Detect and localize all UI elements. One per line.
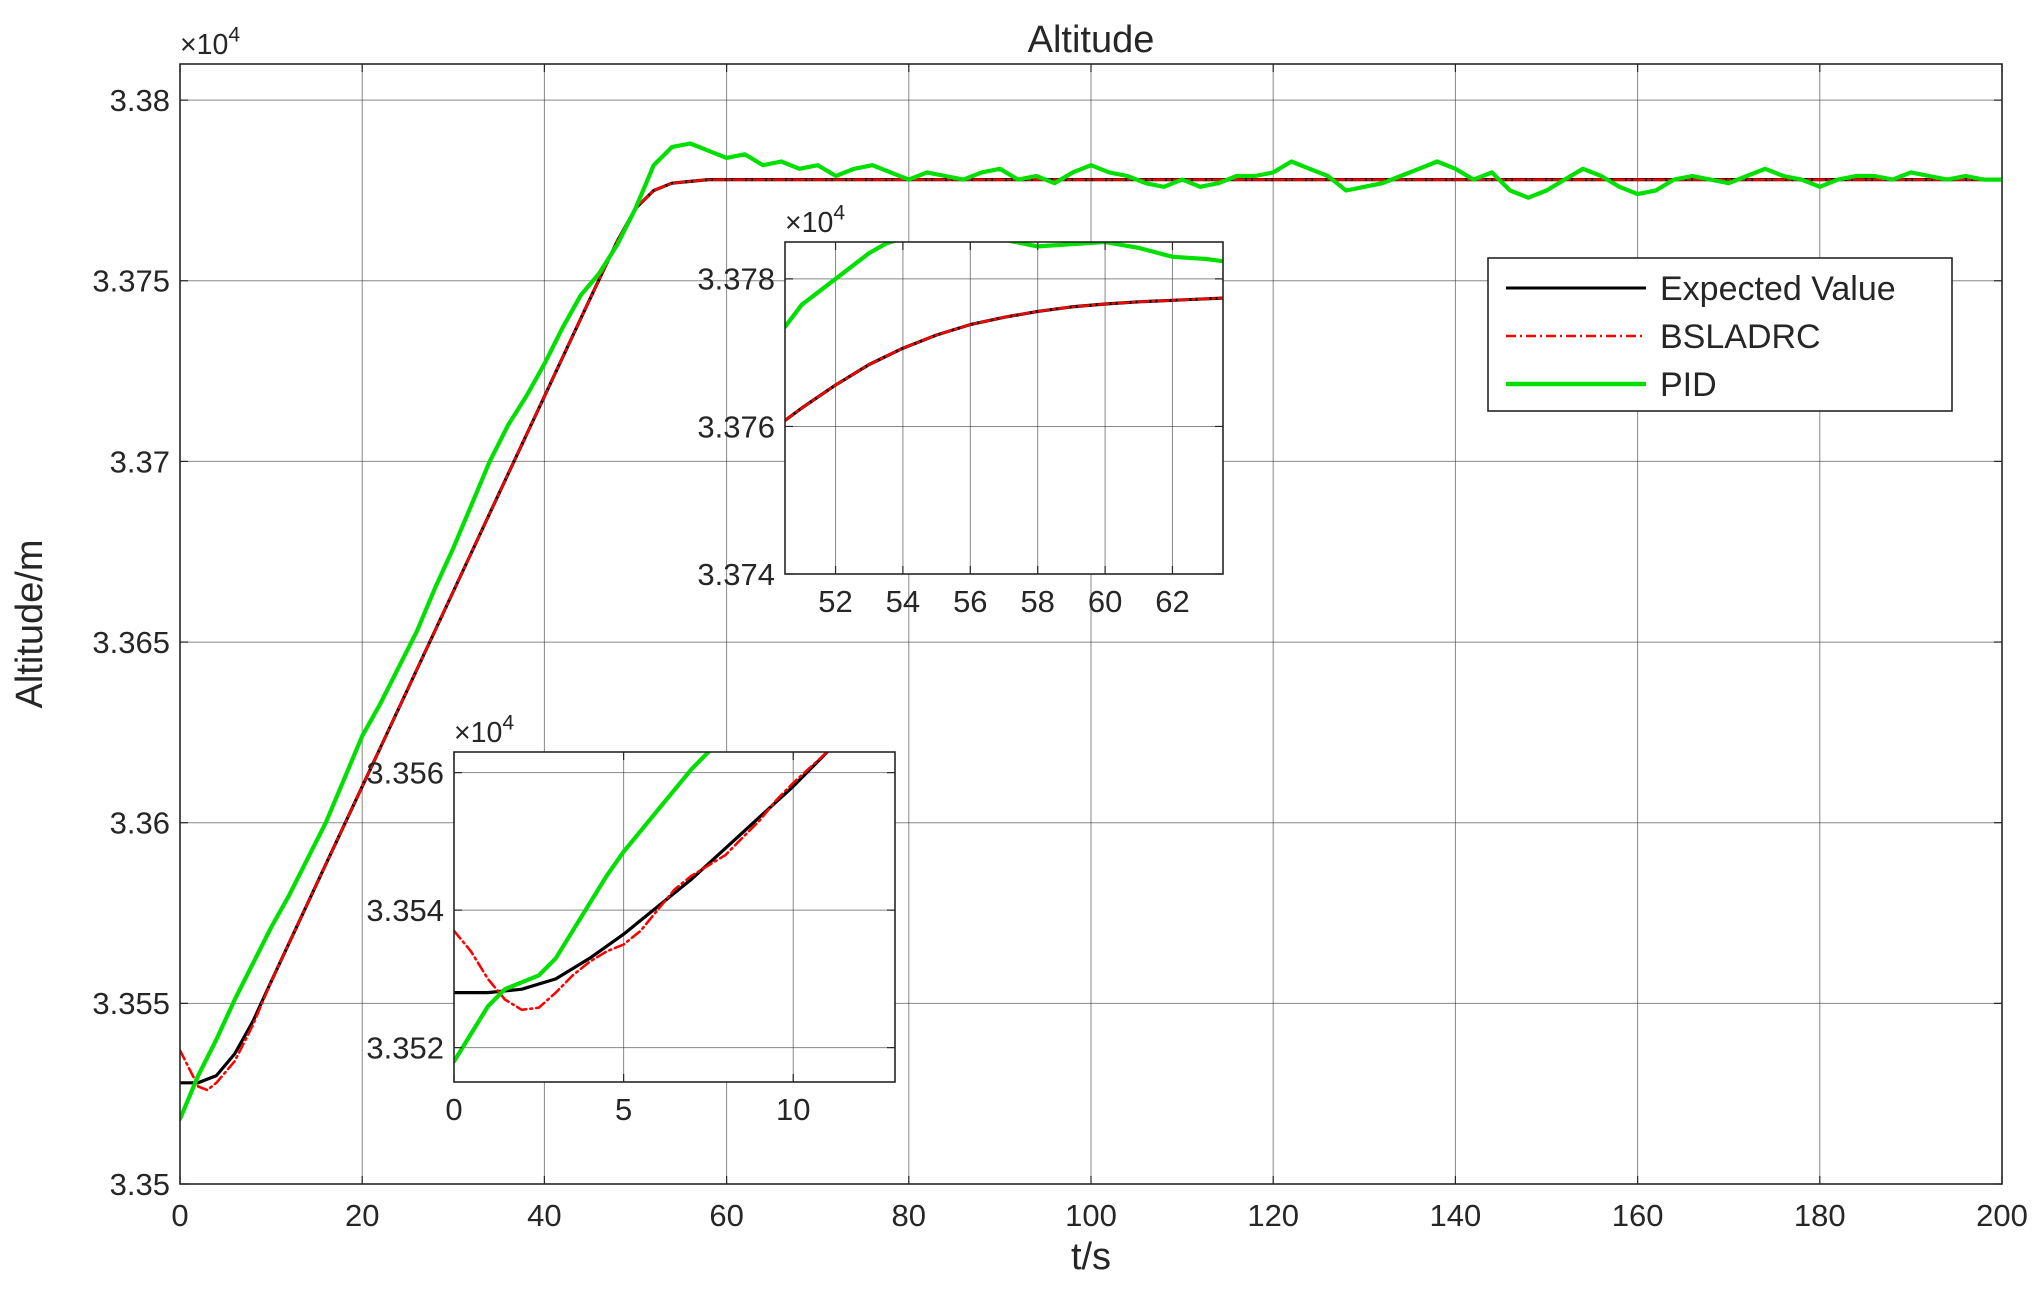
axis-exponent-power: 4 <box>502 712 514 735</box>
y-tick-label: 3.352 <box>366 1030 444 1065</box>
x-tick-label: 58 <box>1020 584 1054 619</box>
series-line-pid <box>180 141 2002 1122</box>
legend-entry-label: Expected Value <box>1660 270 1896 308</box>
x-axis-label: t/s <box>1071 1236 1111 1278</box>
x-tick-label: 120 <box>1247 1198 1299 1233</box>
series-line-bsladrc <box>785 296 1223 422</box>
y-tick-label: 3.354 <box>366 893 444 928</box>
x-tick-label: 40 <box>527 1198 561 1233</box>
x-tick-label: 52 <box>818 584 852 619</box>
plot-area <box>454 752 895 1082</box>
y-tick-label: 3.36 <box>110 806 170 841</box>
x-tick-label: 140 <box>1430 1198 1482 1233</box>
x-tick-label: 10 <box>776 1092 810 1127</box>
x-tick-label: 20 <box>345 1198 379 1233</box>
plot-frame <box>453 751 896 1083</box>
x-tick-label: 100 <box>1065 1198 1117 1233</box>
y-tick-label: 3.356 <box>366 755 444 790</box>
series-line-pid <box>454 752 711 1064</box>
y-tick-label: 3.376 <box>697 409 775 444</box>
x-tick-label: 54 <box>886 584 920 619</box>
x-tick-label: 62 <box>1155 584 1189 619</box>
series-line-bsladrc <box>180 178 2002 1092</box>
x-tick-label: 80 <box>892 1198 926 1233</box>
series-line-pid <box>785 242 1223 329</box>
x-tick-label: 160 <box>1612 1198 1664 1233</box>
x-tick-label: 0 <box>171 1198 188 1233</box>
x-tick-label: 5 <box>615 1092 632 1127</box>
x-tick-label: 60 <box>709 1198 743 1233</box>
series-group <box>785 242 1223 423</box>
y-tick-label: 3.355 <box>92 986 170 1021</box>
y-tick-label: 3.375 <box>92 264 170 299</box>
x-tick-label: 180 <box>1794 1198 1846 1233</box>
y-axis-label: Altitude/m <box>9 540 51 709</box>
x-tick-label: 0 <box>445 1092 462 1127</box>
axis-exponent-label: ×104 <box>454 712 514 749</box>
x-tick-label: 200 <box>1976 1198 2028 1233</box>
legend: Expected Value BSLADRC PID <box>1487 257 1953 412</box>
series-line-bsladrc <box>454 752 829 1012</box>
legend-entry-label: BSLADRC <box>1660 318 1821 356</box>
chart-title: Altitude <box>1028 19 1155 61</box>
inset-plot-bottom: 0 5 10 3.352 3.354 3.356 ×104 <box>366 712 896 1127</box>
y-tick-label: 3.35 <box>110 1167 170 1202</box>
x-tick-label: 56 <box>953 584 987 619</box>
legend-entry-label: PID <box>1660 366 1717 404</box>
y-tick-label: 3.37 <box>110 444 170 479</box>
y-tick-label: 3.38 <box>110 83 170 118</box>
axis-exponent-power: 4 <box>228 24 240 47</box>
main-plot: 0 20 40 60 80 100 120 140 160 180 2003.353.3553.36… <box>9 19 2028 1278</box>
y-tick-label: 3.374 <box>697 557 775 592</box>
plot-area <box>785 242 1223 574</box>
y-tick-label: 3.365 <box>92 625 170 660</box>
x-tick-label: 60 <box>1088 584 1122 619</box>
series-group <box>454 752 829 1064</box>
axis-exponent-power: 4 <box>833 202 845 225</box>
series-group <box>180 141 2002 1122</box>
y-tick-label: 3.378 <box>697 262 775 297</box>
plot-frame <box>784 241 1224 575</box>
